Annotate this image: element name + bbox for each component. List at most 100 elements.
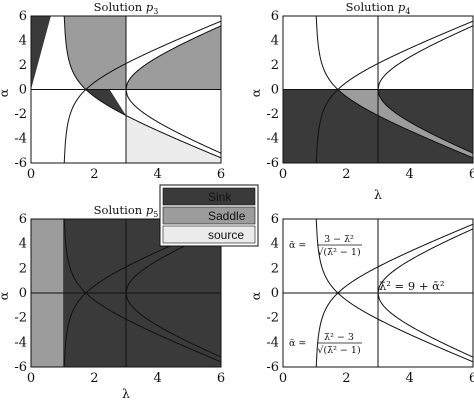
y-tick-label: -2 <box>266 311 279 326</box>
x-tick-label: 2 <box>342 167 350 182</box>
y-tick-label: -6 <box>14 360 27 375</box>
region-saddle <box>126 25 221 90</box>
annotation-upper-lhs: ᾱ = <box>289 240 306 251</box>
region-sink <box>378 89 473 163</box>
y-tick-label: -6 <box>266 360 279 375</box>
y-tick-label: 2 <box>19 261 27 276</box>
region-sink <box>63 219 221 367</box>
x-axis-label: λ <box>374 187 382 202</box>
tick-labels: 0 2 4 6 6 4 2 0 -2 -4 -6 <box>266 9 474 182</box>
x-tick-label: 0 <box>27 371 35 386</box>
tick-labels: 0 2 4 6 6 4 2 0 -2 -4 -6 <box>266 212 474 386</box>
y-tick-label: 4 <box>19 237 27 252</box>
annotation-upper-den: √(λ̄² − 1) <box>317 247 360 258</box>
y-tick-label: 0 <box>271 83 279 98</box>
y-tick-label: -4 <box>266 132 279 147</box>
y-axis-label: α <box>0 88 11 97</box>
y-tick-label: 4 <box>271 237 279 252</box>
x-tick-label: 6 <box>469 167 474 182</box>
y-tick-label: -2 <box>14 107 27 122</box>
y-tick-label: -4 <box>266 335 279 350</box>
curve-upper-stability <box>63 20 221 163</box>
x-tick-label: 6 <box>217 167 225 182</box>
y-axis-label: α <box>248 88 263 97</box>
y-tick-label: 2 <box>19 58 27 73</box>
curve-upper-stability <box>315 20 473 163</box>
legend: Sink Saddle source <box>159 184 259 247</box>
annotation-lower-den: √(λ̄² − 1) <box>317 345 360 356</box>
y-tick-label: 6 <box>19 9 27 24</box>
panel-curves <box>31 16 221 163</box>
legend-entry-label: Sink <box>208 190 232 204</box>
region-saddle <box>378 89 473 158</box>
panel-solution-p3: 0 2 4 6 6 4 2 0 -2 -4 -6 Solution p3 α <box>0 0 225 182</box>
curve-hyperbola-upper <box>125 25 221 90</box>
panel-solution-p4: 0 2 4 6 6 4 2 0 -2 -4 -6 Solution p4 α λ <box>248 0 474 202</box>
curve-hyperbola-lower <box>125 292 221 358</box>
curve-lower-stability <box>315 219 473 363</box>
y-tick-label: 0 <box>19 83 27 98</box>
annotation-hyperbola: λ̄² = 9 + ᾱ² <box>379 279 445 293</box>
y-tick-label: 6 <box>19 212 27 227</box>
region-saddle <box>63 16 126 90</box>
legend-entry-label: source <box>208 228 244 242</box>
y-tick-label: 4 <box>271 34 279 49</box>
x-tick-label: 4 <box>154 371 162 386</box>
x-tick-label: 4 <box>406 371 414 386</box>
x-tick-label: 4 <box>406 167 414 182</box>
curve-hyperbola-lower <box>377 89 473 154</box>
legend-swatch <box>162 187 256 206</box>
curve-hyperbola-lower <box>377 292 473 358</box>
plot-frame <box>30 15 222 164</box>
panel-curves <box>283 16 473 163</box>
region-sink <box>63 219 221 367</box>
plot-frame <box>282 15 474 164</box>
y-tick-label: 6 <box>271 9 279 24</box>
x-tick-label: 2 <box>90 167 98 182</box>
y-tick-label: -4 <box>14 335 27 350</box>
curve-hyperbola-upper <box>377 25 473 90</box>
panel-regions <box>283 89 473 163</box>
curve-lower-stability <box>63 16 221 159</box>
y-tick-label: -4 <box>14 132 27 147</box>
x-axis-label: λ <box>122 386 130 401</box>
y-tick-label: -6 <box>14 156 27 171</box>
x-tick-label: 4 <box>154 167 162 182</box>
annotation-lower-num: λ̄² − 3 <box>324 332 354 343</box>
panel-solution-p5: 0 2 4 6 6 4 2 0 -2 -4 -6 Solution p5 α λ <box>0 203 225 401</box>
region-sink <box>85 219 221 362</box>
y-axis-label: α <box>248 291 263 300</box>
x-tick-label: 0 <box>27 167 35 182</box>
annotation-upper-curve: ᾱ = 3 − λ̄² √(λ̄² − 1) <box>289 234 362 258</box>
panel-title: Solution p3 <box>94 0 159 16</box>
x-tick-label: 0 <box>279 371 287 386</box>
tick-labels: 0 2 4 6 6 4 2 0 -2 -4 -6 <box>14 212 225 386</box>
y-axis-label: α <box>0 291 11 300</box>
panel-regions <box>31 16 221 163</box>
y-tick-label: -2 <box>14 311 27 326</box>
curve-hyperbola-lower <box>125 89 221 154</box>
curve-lower-stability <box>63 219 221 363</box>
curve-upper-stability <box>315 223 473 367</box>
annotation-upper-num: 3 − λ̄² <box>324 234 354 245</box>
curve-lower-stability <box>315 16 473 159</box>
y-tick-label: 0 <box>271 286 279 301</box>
x-tick-label: 6 <box>469 371 474 386</box>
legend-swatch <box>162 225 256 244</box>
annotation-lower-curve: ᾱ = λ̄² − 3 √(λ̄² − 1) <box>289 332 362 356</box>
curve-hyperbola-upper <box>377 228 473 294</box>
legend-swatch <box>162 206 256 225</box>
x-tick-label: 6 <box>217 371 225 386</box>
plot-frame <box>282 218 474 368</box>
x-tick-label: 2 <box>90 371 98 386</box>
panel-title: Solution p4 <box>346 0 411 16</box>
y-tick-label: 4 <box>19 34 27 49</box>
y-tick-label: 6 <box>271 212 279 227</box>
region-source <box>126 102 221 163</box>
y-tick-label: -6 <box>266 156 279 171</box>
legend-entry-label: Saddle <box>208 209 246 223</box>
x-tick-label: 2 <box>342 371 350 386</box>
y-tick-label: 2 <box>271 58 279 73</box>
